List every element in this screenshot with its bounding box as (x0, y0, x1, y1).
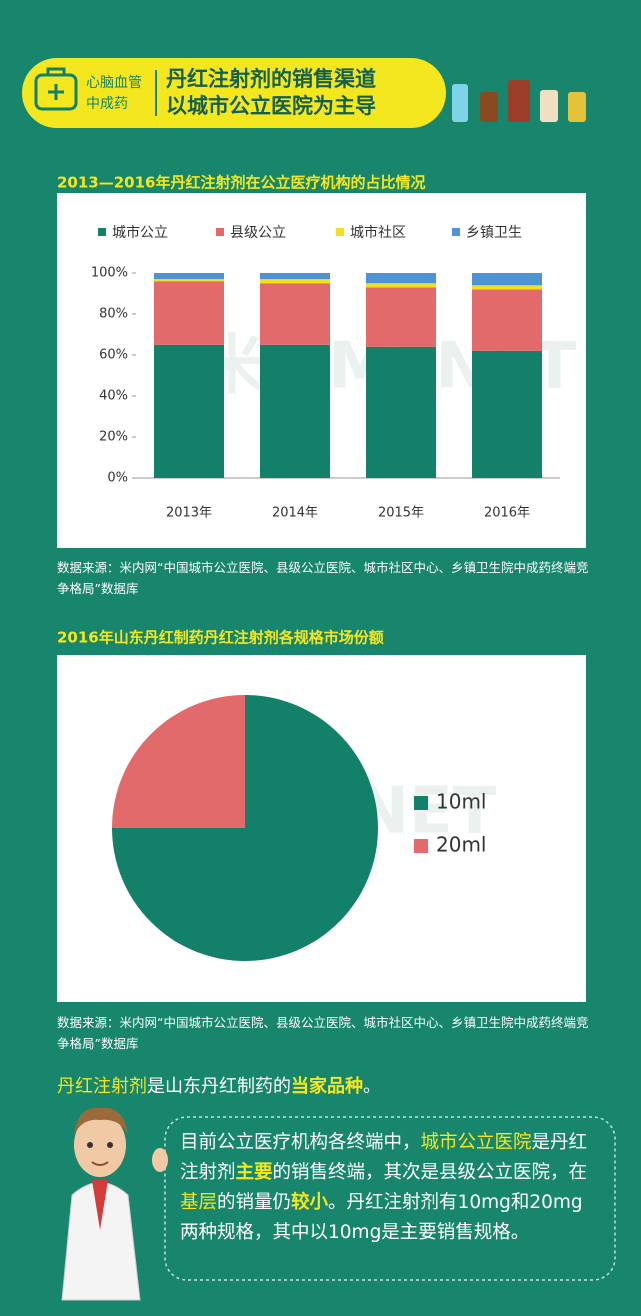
bar-segment (472, 289, 542, 351)
bar-segment (366, 346, 436, 478)
x-tick-label: 2015年 (378, 506, 424, 521)
legend-label: 10ml (436, 790, 487, 814)
x-tick-label: 2014年 (272, 506, 318, 521)
legend-swatch (414, 839, 428, 853)
text-run: 城市公立医院 (420, 1132, 532, 1153)
legend-label: 乡镇卫生 (466, 225, 522, 241)
x-tick-label: 2016年 (484, 506, 530, 521)
bar-segment (472, 273, 542, 286)
bar-segment (366, 287, 436, 347)
speech-box (164, 1116, 616, 1281)
bar-segment (154, 279, 224, 282)
tie (92, 1180, 108, 1230)
text-run: 。 (363, 1076, 381, 1097)
legend-swatch (98, 228, 106, 236)
legend-swatch (216, 228, 224, 236)
legend-label: 20ml (436, 833, 487, 857)
tag: 中成药 (86, 96, 128, 112)
bottle (508, 80, 530, 122)
legend-label: 城市公立 (112, 224, 168, 241)
y-tick-label: 40% (99, 389, 128, 404)
y-tick-label: 20% (99, 430, 128, 445)
text-run: 较小 (291, 1192, 329, 1213)
text-run: 主要 (235, 1162, 273, 1183)
intro: 丹红注射剂是山东丹红制药的当家品种。 (57, 1072, 381, 1098)
header-title: 以城市公立医院为主导 (166, 94, 376, 118)
bar-segment (260, 279, 330, 284)
legend-label: 县级公立 (230, 225, 286, 241)
bar-segment (260, 283, 330, 345)
legend-label: 城市社区 (350, 224, 406, 241)
bar-segment (154, 281, 224, 345)
bottles (452, 80, 586, 122)
doctor (61, 1107, 168, 1301)
bar-segment (366, 273, 436, 284)
legend-swatch (452, 228, 460, 236)
legend-swatch (336, 228, 344, 236)
source-note: 数据来源：米内网“中国城市公立医院、县级公立医院、城市社区中心、乡镇卫生院中成药… (57, 1015, 589, 1051)
eye (107, 1142, 113, 1148)
bottle (540, 90, 558, 122)
mouth (91, 1161, 109, 1166)
hair (74, 1107, 128, 1135)
paragraph: 目前公立医疗机构各终端中，城市公立医院是丹红注射剂主要的销售终端，其次是县级公立… (180, 1128, 600, 1248)
tag: 心脑血管 (86, 75, 142, 91)
bar-segment (260, 273, 330, 280)
hand (152, 1148, 168, 1172)
y-tick-label: 80% (99, 307, 128, 322)
bar-segment (260, 344, 330, 478)
text-run: 丹红注射剂 (57, 1076, 147, 1097)
text-run: 是山东丹红制药的 (147, 1076, 291, 1097)
face (74, 1113, 126, 1177)
text-run: 的销量仍 (217, 1192, 292, 1213)
eye (87, 1142, 93, 1148)
chart-title: 2013—2016年丹红注射剂在公立医疗机构的占比情况 (57, 174, 426, 192)
bottle (480, 92, 498, 122)
text-run: 目前公立医疗机构各终端中， (180, 1132, 421, 1153)
bar-segment (154, 344, 224, 478)
text-run: 的销售终端，其次是县级公立医院，在 (272, 1162, 588, 1183)
header-pill (22, 58, 446, 128)
bar-segment (366, 283, 436, 288)
pie-slice (112, 695, 245, 828)
bar-segment (472, 350, 542, 478)
text-run: 当家品种 (291, 1076, 363, 1097)
chart-title: 2016年山东丹红制药丹红注射剂各规格市场份额 (57, 629, 384, 647)
text-run: 基层 (180, 1192, 218, 1213)
bottle (568, 92, 586, 122)
y-tick-label: 60% (99, 348, 128, 363)
y-tick-label: 0% (107, 471, 128, 486)
bar-segment (154, 273, 224, 280)
source-note: 数据来源：米内网“中国城市公立医院、县级公立医院、城市社区中心、乡镇卫生院中成药… (57, 560, 589, 596)
bottle (452, 84, 468, 122)
text-run: 。丹红注射剂有10mg和20mg两种规格，其中以10mg是主要销售规格。 (180, 1192, 583, 1243)
y-tick-label: 100% (91, 266, 128, 281)
text-run: 是丹红注射剂 (180, 1132, 588, 1183)
x-tick-label: 2013年 (166, 506, 212, 521)
legend-swatch (414, 796, 428, 810)
header-title: 丹红注射剂的销售渠道 (166, 67, 376, 91)
bar-segment (472, 285, 542, 290)
kit-icon (34, 73, 78, 111)
kit-cross (46, 67, 66, 100)
